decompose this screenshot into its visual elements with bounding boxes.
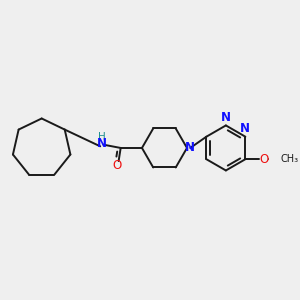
Text: CH₃: CH₃	[280, 154, 299, 164]
Text: N: N	[240, 122, 250, 135]
Text: O: O	[113, 159, 122, 172]
Text: H: H	[98, 132, 105, 142]
Text: N: N	[221, 111, 231, 124]
Text: N: N	[96, 136, 106, 149]
Text: N: N	[185, 142, 195, 154]
Text: O: O	[260, 153, 269, 166]
